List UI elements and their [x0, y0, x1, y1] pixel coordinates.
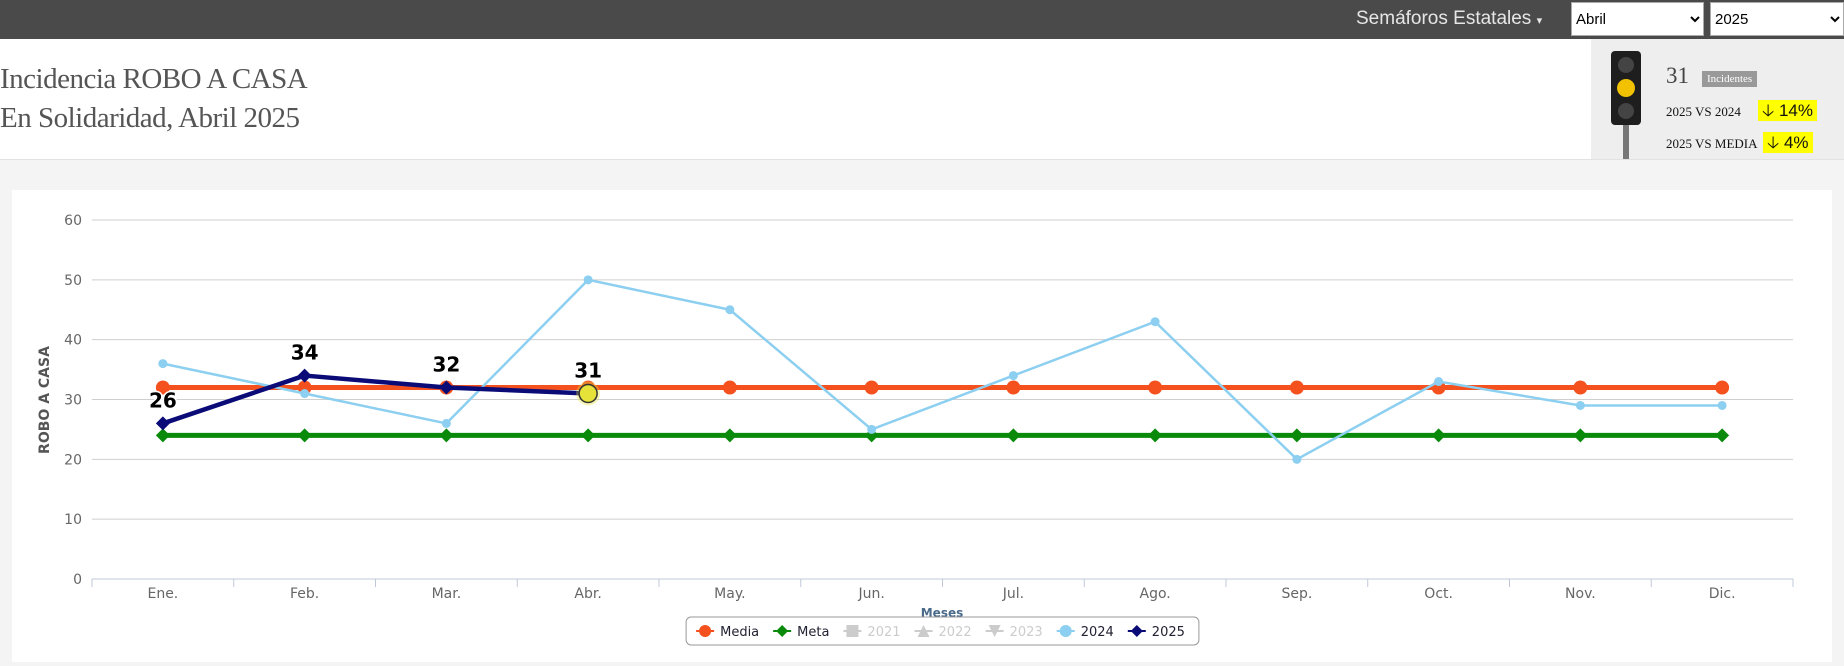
x-tick-label: May. [714, 586, 745, 602]
legend-marker [1130, 625, 1143, 637]
month-select[interactable]: Abril [1571, 2, 1704, 36]
x-tick-label: Ene. [147, 586, 178, 602]
subtitle: En Solidaridad, Abril 2025 [0, 102, 300, 134]
point [155, 416, 170, 431]
comparison-label: 2025 VS 2024 [1666, 104, 1741, 119]
chart-panel [12, 190, 1832, 662]
point [583, 275, 593, 285]
point [1008, 371, 1018, 381]
point [581, 428, 596, 443]
point [297, 368, 312, 383]
legend-marker [917, 625, 930, 637]
y-tick-label: 20 [64, 452, 82, 468]
point [1434, 377, 1444, 387]
traffic-light [1611, 51, 1641, 159]
point [722, 380, 737, 395]
point [1289, 380, 1304, 395]
point [1715, 380, 1730, 395]
comparison-badge: 🡣 4% [1763, 132, 1813, 153]
point [1717, 400, 1727, 410]
legend-label: 2023 [1010, 625, 1043, 640]
header: Incidencia ROBO A CASA En Solidaridad, A… [0, 39, 1844, 160]
legend-marker [1059, 625, 1072, 637]
point [439, 380, 454, 395]
point [1715, 428, 1730, 443]
y-axis-label: ROBO A CASA [37, 346, 53, 454]
point [1289, 428, 1304, 443]
x-tick-label: Jun. [857, 586, 884, 602]
series-line [162, 278, 1723, 461]
title: Incidencia ROBO A CASA [0, 63, 308, 95]
legend-marker [988, 625, 1001, 637]
point [441, 418, 451, 428]
x-tick-label: Dic. [1709, 586, 1736, 602]
point [439, 428, 454, 443]
menu[interactable]: Semáforos Estatales ▾ [1356, 8, 1542, 30]
point [1573, 428, 1588, 443]
count: 31 [1666, 63, 1689, 88]
caret: ▾ [1536, 15, 1543, 27]
point [1148, 380, 1163, 395]
legend-label: 2025 [1152, 625, 1185, 640]
point [1431, 428, 1446, 443]
point [158, 359, 168, 369]
data-label: 26 [149, 388, 177, 412]
point [867, 424, 877, 434]
legend-label: 2022 [939, 625, 972, 640]
count-badge: Incidentes [1702, 71, 1758, 87]
series-line [162, 373, 589, 426]
point [725, 305, 735, 315]
y-tick-label: 50 [64, 273, 82, 289]
legend-label: Media [720, 625, 759, 640]
year-select[interactable]: 2025 [1710, 2, 1844, 36]
data-label: 32 [432, 353, 460, 377]
y-tick-label: 30 [64, 393, 82, 409]
legend-box [685, 616, 1200, 646]
x-tick-label: Jul. [1002, 586, 1024, 602]
x-tick-label: Oct. [1424, 586, 1453, 602]
point [1292, 454, 1302, 464]
summary-panel: 31 Incidentes 2025 VS 2024 🡣 14% 2025 VS… [1591, 39, 1844, 159]
comparison-label: 2025 VS MEDIA [1666, 136, 1758, 151]
y-tick-label: 10 [64, 512, 82, 528]
point-highlight [578, 383, 598, 404]
point [297, 428, 312, 443]
data-label: 31 [574, 359, 602, 383]
x-tick-label: Feb. [290, 586, 319, 602]
point [1006, 380, 1021, 395]
legend-marker [846, 625, 859, 637]
legend-label: 2024 [1081, 625, 1114, 640]
point [1006, 428, 1021, 443]
legend-label: Meta [797, 625, 829, 640]
x-tick-label: Nov. [1565, 586, 1596, 602]
legend: Media Meta 2021 2022 2023 2024 2025 [685, 616, 1200, 646]
x-tick-label: Sep. [1281, 586, 1312, 602]
comparison-value: 14% [1778, 101, 1813, 120]
legend-marker [776, 625, 789, 637]
point [1575, 400, 1585, 410]
y-tick-label: 40 [64, 333, 82, 349]
point [155, 428, 170, 443]
data-label: 34 [291, 341, 319, 365]
comparison-badge: 🡣 14% [1758, 100, 1817, 121]
point [300, 389, 310, 399]
y-tick-label: 60 [64, 213, 82, 229]
y-tick-label: 0 [73, 572, 82, 588]
top-bar: Semáforos Estatales ▾ Abril 2025 [0, 0, 1844, 39]
point [155, 380, 170, 395]
x-tick-label: Mar. [432, 586, 462, 602]
point [1573, 380, 1588, 395]
menu-label: Semáforos Estatales [1356, 8, 1532, 29]
point [1148, 428, 1163, 443]
legend-label: 2021 [867, 625, 900, 640]
legend-marker [699, 625, 712, 637]
comparison-value: 4% [1783, 133, 1809, 152]
point [864, 380, 879, 395]
point [1150, 317, 1160, 327]
x-tick-label: Ago. [1140, 586, 1171, 602]
x-tick-label: Abr. [574, 586, 601, 602]
point [722, 428, 737, 443]
